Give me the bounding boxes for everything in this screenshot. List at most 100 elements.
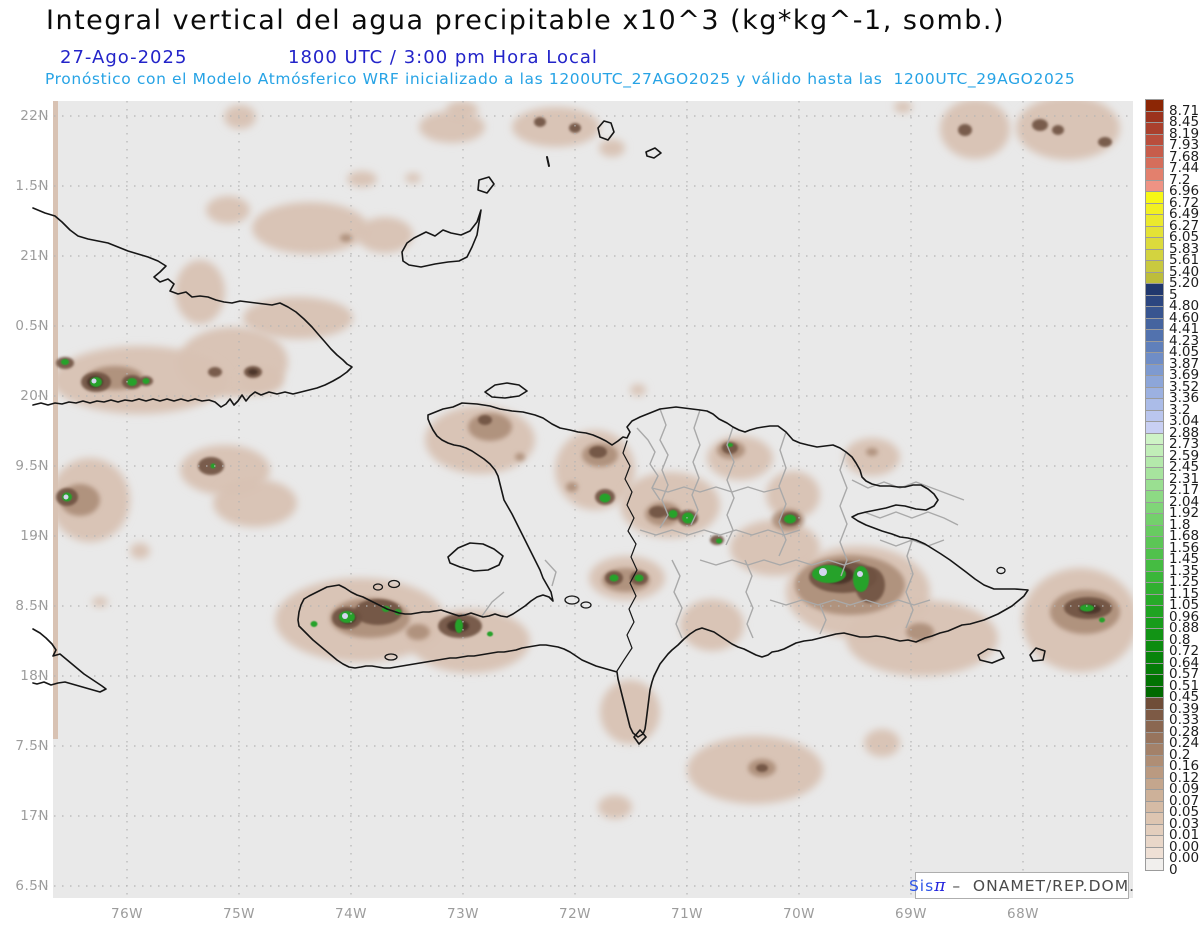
colorbar-label: 8.192: [1169, 125, 1200, 142]
precip-blob: [206, 196, 250, 224]
precip-blob: [515, 453, 525, 461]
colorbar-label: 8.712: [1169, 102, 1200, 119]
precip-blob: [340, 234, 352, 242]
colorbar-label: 1.458: [1169, 551, 1200, 567]
colorbar-label: 4.232: [1169, 332, 1200, 349]
colorbar-label: 8.45: [1169, 114, 1200, 130]
brand-onamet: – ONAMET/REP.DOM.: [946, 876, 1136, 895]
precip-blob: [1032, 119, 1048, 131]
precip-blob: [784, 514, 796, 524]
colorbar-label: 0.162: [1169, 758, 1200, 774]
colorbar-label: 2.312: [1169, 470, 1200, 487]
colorbar-label: 0.032: [1169, 815, 1200, 832]
lon-label: 71W: [670, 906, 704, 922]
lat-label: 0.5N: [15, 318, 49, 334]
colorbar-label: 0.722: [1169, 643, 1200, 659]
island-catalina: [996, 566, 1006, 575]
precip-blob: [92, 597, 108, 607]
precip-blob: [1080, 604, 1094, 612]
page-title: Integral vertical del agua precipitable …: [46, 5, 1006, 36]
colorbar-label: 3.528: [1169, 378, 1200, 395]
colorbar-label: 4.418: [1169, 321, 1200, 337]
island-saona: [977, 648, 1005, 664]
precip-blob: [707, 436, 773, 480]
precip-blob: [958, 124, 972, 136]
lat-label: 18N: [20, 668, 49, 684]
precip-blob: [347, 171, 377, 187]
colorbar-label: 1.922: [1169, 505, 1200, 521]
precip-blob: [252, 202, 368, 254]
colorbar-label: 5.202: [1169, 275, 1200, 291]
colorbar-label: 0.392: [1169, 700, 1200, 717]
coast-cuba: [32, 207, 353, 408]
colorbar-label: 5.408: [1169, 263, 1200, 280]
coast-jamaica: [32, 628, 107, 693]
precip-blob: [142, 378, 150, 384]
precip-blob: [599, 493, 611, 503]
colorbar-label: 0.968: [1169, 608, 1200, 625]
colorbar-label: 5.618: [1169, 252, 1200, 268]
precip-blob: [906, 623, 934, 641]
precip-blob: [127, 378, 137, 386]
precip-blob: [487, 631, 493, 637]
precip-blob: [208, 367, 222, 377]
colorbar-label: 0.882: [1169, 620, 1200, 636]
precip-blob: [600, 680, 660, 744]
lake-trou-caiman: [580, 601, 592, 609]
precip-blob: [609, 574, 619, 582]
forecast-hour: 1800 UTC / 3:00 pm Hora Local: [288, 47, 598, 68]
lat-label: 9.5N: [15, 458, 49, 474]
precip-blob: [599, 139, 625, 157]
colorbar-label: 6.272: [1169, 217, 1200, 234]
lat-label: 6.5N: [15, 878, 49, 894]
colorbar-label: 2.048: [1169, 493, 1200, 510]
colorbar-label: 3.872: [1169, 355, 1200, 372]
lon-label: 68W: [1006, 906, 1040, 922]
colorbar-label: 6.498: [1169, 206, 1200, 222]
island-beata: [633, 729, 647, 745]
colorbar-label: 1.8: [1169, 516, 1191, 533]
precip-blob: [569, 123, 581, 133]
precip-blob: [512, 107, 600, 147]
colorbar-label: 5.832: [1169, 240, 1200, 257]
precipitation-field: [53, 101, 1133, 819]
precip-blob: [419, 111, 485, 143]
lat-label: 19N: [20, 528, 49, 544]
colorbar-label: 2.888: [1169, 424, 1200, 441]
attribution-box: Sis π – ONAMET/REP.DOM.: [909, 872, 1134, 899]
precip-max-core: [857, 571, 863, 577]
colorbar-label: 0.072: [1169, 792, 1200, 809]
colorbar-label: 0.018: [1169, 827, 1200, 843]
precip-blob: [894, 101, 912, 113]
colorbar-label: 0.002: [1169, 850, 1200, 866]
colorbar-label: 0.242: [1169, 735, 1200, 751]
precip-max-core: [63, 494, 69, 500]
colorbar-label: 0.098: [1169, 781, 1200, 797]
precip-blob: [812, 565, 846, 583]
colorbar-label: 2.45: [1169, 459, 1200, 475]
precip-blob: [213, 479, 297, 527]
colorbar-label: 0: [1169, 861, 1178, 878]
coastlines: [32, 120, 1046, 745]
colorbar-label: 0.288: [1169, 723, 1200, 740]
colorbar-label: 7.938: [1169, 137, 1200, 153]
island-little-inagua: [477, 176, 495, 194]
lat-lon-gridlines: [30, 101, 1133, 898]
precip-blob: [534, 117, 546, 127]
colorbar-label: 4.608: [1169, 309, 1200, 326]
island-gonave: [447, 542, 504, 572]
precip-blob: [756, 764, 768, 772]
island-mona: [1029, 647, 1046, 662]
colorbar-cell: [1145, 858, 1164, 871]
lake-saumatre: [564, 595, 580, 605]
precip-blob: [210, 463, 216, 469]
island-caicos: [597, 120, 615, 141]
colorbar-label: 0.008: [1169, 838, 1200, 855]
island-ile-a-vache: [384, 653, 398, 661]
island-turks-tick: [546, 156, 550, 167]
precip-blob: [310, 621, 318, 627]
precip-blob: [224, 105, 256, 129]
forecast-date: 27-Ago-2025: [60, 47, 188, 68]
precip-blob: [130, 543, 150, 559]
